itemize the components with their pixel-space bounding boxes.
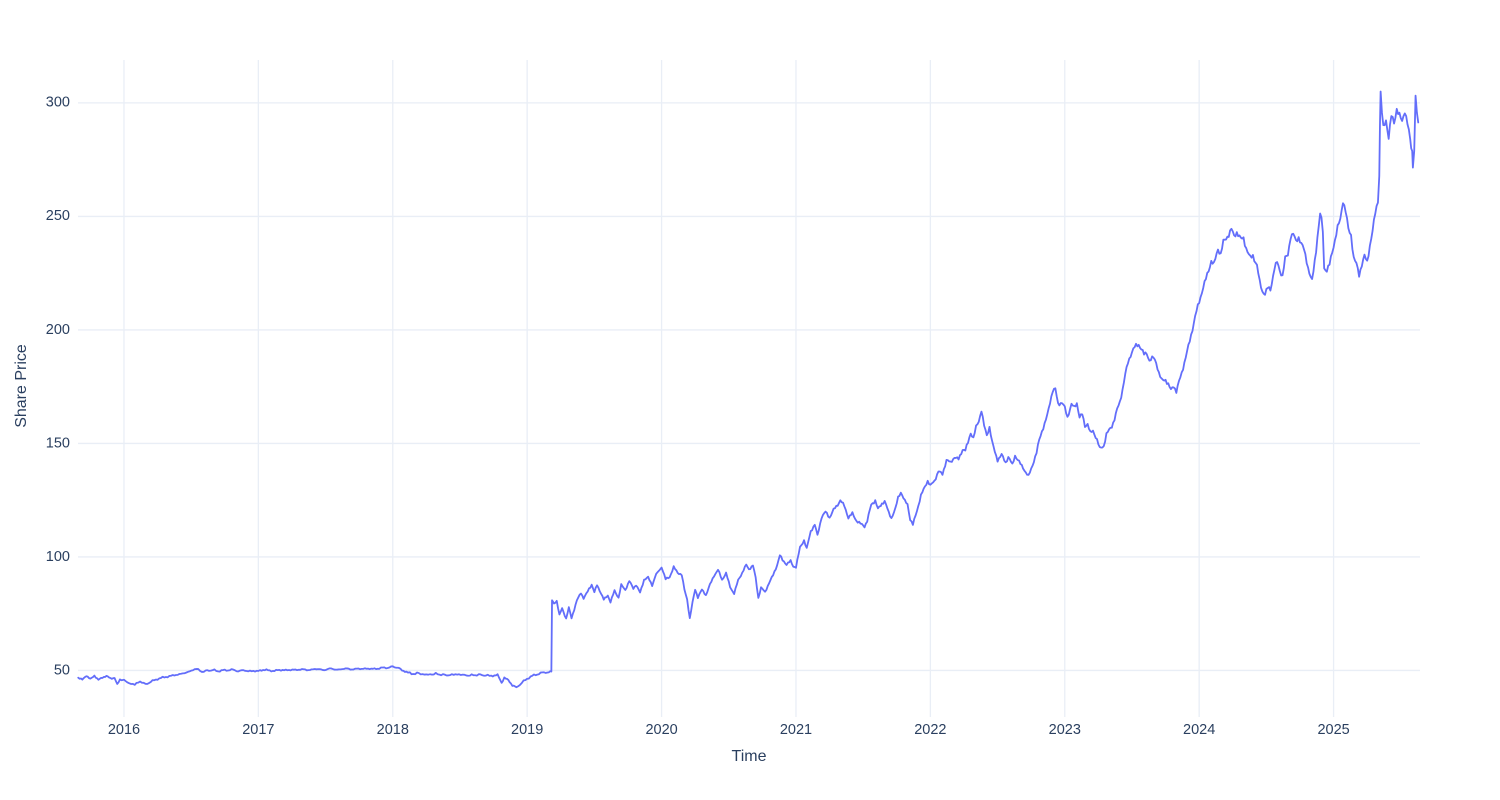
x-tick-label: 2022 xyxy=(914,722,946,738)
x-tick-label: 2021 xyxy=(780,722,812,738)
x-tick-label: 2017 xyxy=(242,722,274,738)
y-tick-label: 100 xyxy=(46,549,70,565)
y-tick-label: 300 xyxy=(46,95,70,111)
x-tick-label: 2025 xyxy=(1317,722,1349,738)
y-tick-label: 250 xyxy=(46,208,70,224)
x-tick-label: 2023 xyxy=(1049,722,1081,738)
x-tick-label: 2019 xyxy=(511,722,543,738)
y-tick-label: 150 xyxy=(46,435,70,451)
x-tick-label: 2020 xyxy=(645,722,677,738)
x-tick-label: 2018 xyxy=(377,722,409,738)
x-tick-label: 2016 xyxy=(108,722,140,738)
plot-background xyxy=(78,60,1420,712)
price-line-series[interactable] xyxy=(77,90,1420,689)
y-axis-title: Share Price xyxy=(13,344,30,428)
y-tick-label: 50 xyxy=(54,662,70,678)
y-tick-label: 200 xyxy=(46,322,70,338)
x-tick-label: 2024 xyxy=(1183,722,1215,738)
x-axis-title: Time xyxy=(732,748,767,765)
